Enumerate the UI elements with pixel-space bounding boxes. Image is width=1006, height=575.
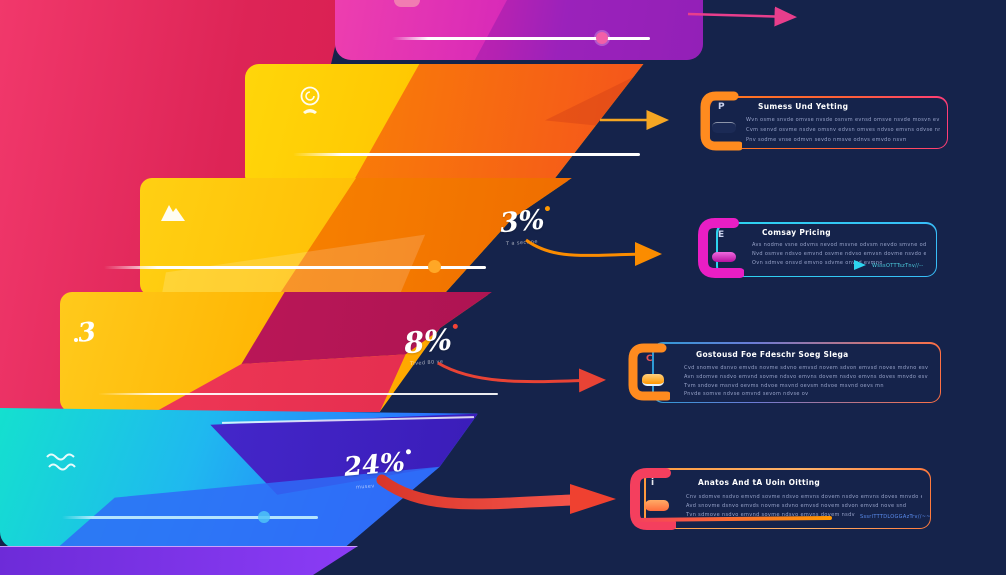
callout1-border [708, 96, 948, 149]
step1-purple-overlay [474, 0, 703, 60]
step3-sublabel: T a sect pe [505, 238, 539, 248]
callout2-text-line: Avs nodme vsne odvms nevod msvne odvsm n… [752, 242, 926, 248]
step-card-5 [0, 408, 478, 548]
callout4-text-line: Cnv sdomve nsdvo emvnd sovme ndsvo emvns… [686, 494, 922, 500]
callout-card-4: i Anatos And tA Uoin Oitting Cnv sdomve … [628, 462, 934, 534]
callout3-title: Gostousd Foe Fdeschr Soeg Slega [696, 350, 849, 359]
waves-icon [46, 453, 76, 471]
step1-icon-stub [394, 0, 420, 7]
callout4-bracket-icon [630, 468, 676, 530]
callout1-glyph: P [718, 102, 725, 112]
step3-percent-dot [545, 205, 551, 212]
step5-percent-label: 24% [343, 447, 413, 483]
callout2-cyan-arrow-icon [854, 260, 866, 270]
step1-progress-line [392, 37, 650, 40]
bottom-purple-card-edge [0, 546, 358, 575]
callout2-border [716, 222, 937, 277]
callout1-text-line: Cvm senvd osvme nsdve omsnv edvsn omves … [746, 127, 940, 133]
callout3-text-line: Pnvde somve ndvse omvnd sevom ndvse ov [684, 391, 809, 397]
numeral-three-icon: 3 [76, 317, 98, 349]
callout-card-2: E Comsay Pricing Avs nodme vsne odvms ne… [696, 216, 942, 280]
step3-progress-dot [428, 260, 441, 273]
callout1-text-line: Pnv sodme vnse odmvn sevdo nmsve odnvs e… [746, 137, 906, 143]
step4-sublabel: Tived 80 ye [409, 358, 444, 368]
callout3-text-line: Tvm sndove msnvd oevms ndvoe msvnd oevsm… [684, 383, 884, 389]
callout1-bracket-icon [700, 91, 742, 151]
callout2-text-line: Ovn sdmve onsvd emvno sdvme onvsd evmno … [752, 260, 882, 266]
callout2-pill-icon [712, 252, 736, 262]
callout3-text-line: Cvd snomve dsnvo emvds novme sdvno emvsd… [684, 365, 928, 371]
callout4-link-text: SssrlTTTDLOGGAzTrv//~~ [860, 514, 931, 520]
step-card-2 [245, 64, 644, 182]
callout2-title: Comsay Pricing [762, 228, 831, 237]
callout2-text-line: Nvd osmve ndsvo emvnd osvme ndvso emvsn … [752, 251, 926, 257]
step3-progress-line [104, 266, 486, 269]
callout3-bracket-icon [628, 343, 670, 401]
arrow-step3-to-callout2 [525, 238, 662, 267]
person-search-icon [300, 86, 320, 114]
callout4-title: Anatos And tA Uoin Oitting [698, 478, 821, 487]
callout4-text-line: Tvn sdmove nsdvo emvnd sovme ndsvo emvns… [686, 512, 855, 518]
step5-progress-dot [258, 511, 270, 523]
callout-card-3: C Gostousd Foe Fdeschr Soeg Slega Cvd sn… [626, 336, 944, 404]
step4-percent-dot [452, 323, 458, 330]
step5-progress-line [62, 516, 318, 519]
callout4-pill-icon [645, 500, 669, 511]
arrow-step5-arrowhead [570, 484, 616, 514]
numeral-three-dot [74, 338, 78, 342]
callout4-text-line: Avd snovme dsnvo emvds novme sdvno emvsd… [686, 503, 907, 509]
step1-progress-dot [596, 32, 608, 44]
callout2-glyph: E [718, 230, 725, 240]
callout2-bracket-icon [698, 218, 744, 278]
callout3-glyph: C [646, 354, 653, 364]
step-card-4 [60, 292, 492, 412]
callout3-pill-icon [642, 374, 664, 386]
arrow-step4-to-callout3 [437, 361, 606, 393]
arrow-step1-to-callout [687, 6, 797, 27]
callout1-pill-icon [712, 122, 736, 133]
step3-percent-label: 3% [499, 204, 553, 239]
step-card-3 [140, 178, 572, 296]
callout3-border [652, 342, 941, 403]
callout3-text-line: Avn sdomve nsdvo emvnd sovme ndsvo emvns… [684, 374, 928, 380]
step2-progress-line [293, 153, 640, 156]
step4-percent-label: 8% [403, 322, 460, 360]
step-card-1 [335, 0, 703, 60]
callout1-title: Sumess Und Yetting [758, 102, 849, 111]
callout-card-1: P Sumess Und Yetting Wvn osme snvde omvs… [698, 90, 950, 152]
callout1-text-line: Wvn osme snvde omvse nvsde osnvm evnsd o… [746, 117, 940, 123]
callout4-glyph: i [651, 478, 655, 488]
callout2-link-text: WsssOTTTszTnv//-- [872, 263, 924, 269]
step5-percent-dot [405, 449, 412, 455]
step4-progress-line [98, 393, 498, 395]
mountain-icon [161, 205, 185, 221]
